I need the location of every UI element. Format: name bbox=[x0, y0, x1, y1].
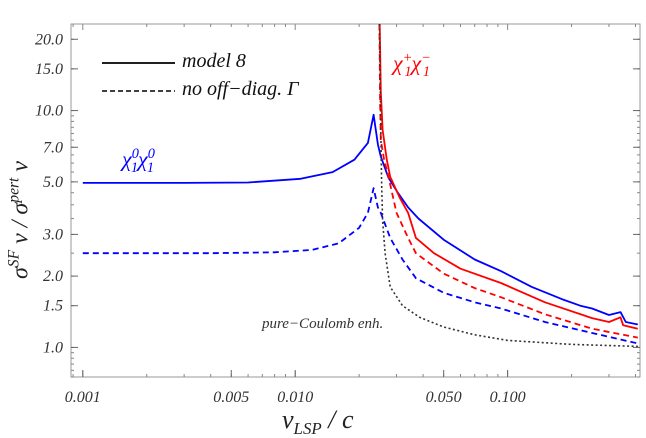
y-tick-label: 3.0 bbox=[42, 226, 63, 243]
charged-sub2: 1 bbox=[422, 63, 430, 80]
ylabel-end: v bbox=[7, 160, 34, 178]
series-line-charged-solid bbox=[378, 23, 639, 330]
y-tick-label: 2.0 bbox=[43, 268, 63, 285]
neutral-base1: χ bbox=[122, 146, 132, 172]
ylabel-sigma1: σ bbox=[7, 267, 34, 280]
legend-label-model-8: model 8 bbox=[182, 50, 246, 72]
axis-ticks: 0.001 0.005 0.010 0.050 0.100 1.0 1.5 2.0 3.0 5.0… bbox=[35, 24, 640, 406]
series-line-neutral-solid bbox=[82, 113, 638, 326]
legend-label-no-offdiag: no off−diag. Γ bbox=[182, 78, 299, 100]
y-tick-label: 5.0 bbox=[43, 174, 63, 191]
neutral-base2: χ bbox=[138, 146, 148, 172]
charged-base1: χ bbox=[393, 50, 403, 76]
x-tick-label: 0.050 bbox=[426, 389, 462, 406]
y-tick-label: 20.0 bbox=[35, 31, 63, 48]
annotation-chargino-pair: χ+1χ−1 bbox=[393, 50, 431, 81]
series-line-charged-dashed bbox=[378, 23, 638, 339]
ylabel-mid: v / σ bbox=[7, 202, 34, 250]
plot-frame bbox=[70, 23, 641, 378]
charged-sub1: 1 bbox=[404, 63, 412, 80]
x-axis-label: vLSP / c bbox=[282, 405, 353, 438]
neutral-sub2: 1 bbox=[146, 159, 154, 176]
y-axis-label: σSF v / σpert v bbox=[6, 161, 35, 279]
y-tick-label: 15.0 bbox=[35, 61, 63, 78]
neutral-sup1: 0 bbox=[131, 146, 139, 162]
x-tick-label: 0.010 bbox=[277, 389, 313, 406]
series-line-neutral-dashed bbox=[82, 187, 638, 345]
ylabel-sup2: pert bbox=[5, 177, 23, 203]
x-tick-label: 0.100 bbox=[490, 389, 526, 406]
xlabel-main: v bbox=[282, 405, 294, 434]
x-tick-label: 0.005 bbox=[213, 389, 249, 406]
charged-base2: χ bbox=[411, 50, 422, 76]
series-group bbox=[82, 23, 639, 348]
xlabel-sub: LSP bbox=[293, 419, 322, 438]
charged-sup1: + bbox=[402, 50, 413, 66]
ylabel-sup1: SF bbox=[5, 249, 23, 268]
charged-sup2: − bbox=[421, 50, 431, 66]
y-tick-label: 1.0 bbox=[43, 339, 63, 356]
x-tick-label: 0.001 bbox=[65, 389, 101, 406]
y-tick-label: 10.0 bbox=[35, 103, 63, 120]
annotation-pure-coulomb: pure−Coulomb enh. bbox=[262, 316, 384, 332]
y-tick-label: 7.0 bbox=[43, 139, 63, 156]
xlabel-rest: / c bbox=[321, 405, 354, 434]
neutral-sub1: 1 bbox=[130, 159, 138, 176]
y-tick-label: 1.5 bbox=[43, 298, 63, 315]
annotation-neutralino-pair: χ01χ01 bbox=[122, 146, 155, 177]
series-line-coulomb-dotted bbox=[378, 23, 638, 348]
neutral-sup2: 0 bbox=[147, 146, 155, 162]
